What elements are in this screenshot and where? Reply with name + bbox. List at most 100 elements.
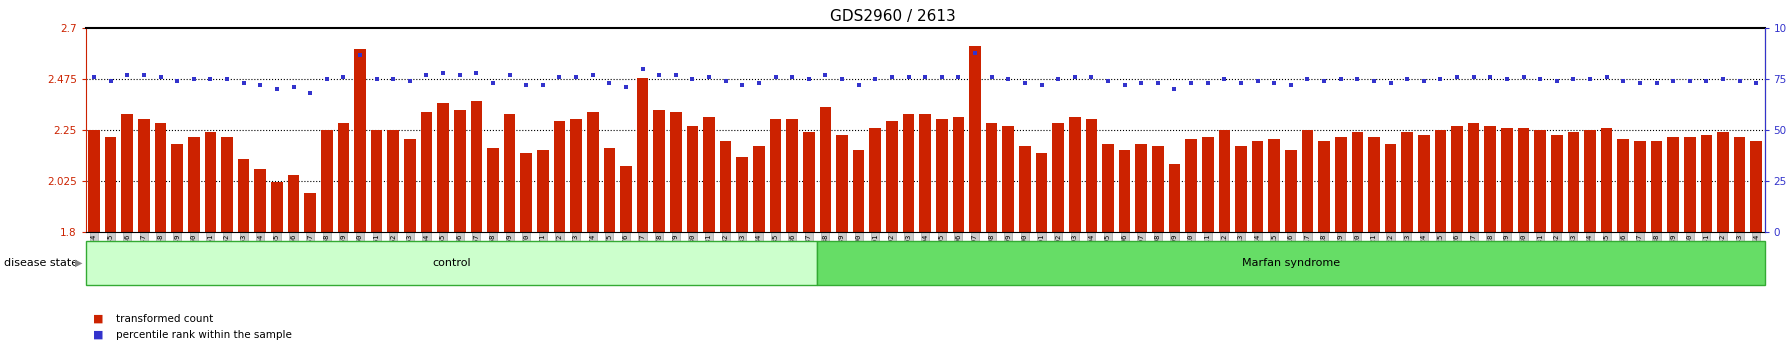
Bar [588, 112, 598, 232]
Bar [1452, 126, 1463, 232]
Text: disease state: disease state [4, 258, 79, 268]
Point [1359, 79, 1388, 84]
Point [1625, 80, 1654, 86]
Point [329, 74, 357, 80]
Point [213, 76, 241, 82]
Bar [488, 148, 498, 232]
Point [413, 72, 441, 78]
Bar [438, 103, 448, 232]
Bar [638, 78, 648, 232]
Point [1127, 80, 1156, 86]
Point [513, 82, 541, 88]
Point [313, 76, 341, 82]
Bar [1334, 137, 1347, 232]
Point [861, 76, 889, 82]
Point [595, 80, 623, 86]
Bar [354, 49, 366, 232]
Bar [952, 116, 964, 232]
Point [346, 52, 375, 58]
Bar [338, 123, 350, 232]
Point [1177, 80, 1206, 86]
Point [1011, 80, 1039, 86]
Bar [271, 182, 282, 232]
Bar [886, 121, 898, 232]
Point [96, 79, 125, 84]
Point [1543, 79, 1572, 84]
Bar [470, 101, 482, 232]
Bar [1402, 132, 1413, 232]
Bar [105, 137, 116, 232]
Bar [1252, 141, 1263, 232]
Point [895, 74, 923, 80]
Point [179, 76, 207, 82]
Point [229, 80, 257, 86]
Point [845, 82, 873, 88]
Text: percentile rank within the sample: percentile rank within the sample [116, 330, 291, 339]
Bar [188, 137, 200, 232]
Point [1409, 79, 1438, 84]
Point [1061, 74, 1089, 80]
Bar [704, 116, 714, 232]
Bar [504, 114, 516, 232]
Point [827, 76, 855, 82]
Point [961, 50, 989, 56]
Bar [570, 119, 582, 232]
Point [379, 76, 407, 82]
Point [645, 72, 673, 78]
Bar [870, 128, 880, 232]
Bar [520, 153, 532, 232]
Bar [1002, 126, 1014, 232]
Bar [1634, 141, 1645, 232]
Point [395, 79, 423, 84]
Point [1277, 82, 1306, 88]
Bar [1700, 135, 1713, 232]
Bar [670, 112, 682, 232]
Point [246, 82, 275, 88]
Bar [1584, 130, 1597, 232]
Text: transformed count: transformed count [116, 314, 213, 324]
Bar [1684, 137, 1695, 232]
Point [811, 72, 839, 78]
Point [146, 74, 175, 80]
Point [80, 74, 109, 80]
Point [1659, 79, 1688, 84]
Bar [155, 123, 166, 232]
Bar [736, 157, 748, 232]
Bar [171, 144, 182, 232]
Point [1143, 80, 1172, 86]
Point [529, 82, 557, 88]
Bar [970, 46, 981, 232]
Point [463, 70, 491, 76]
Point [1227, 80, 1256, 86]
Point [679, 76, 707, 82]
Bar [205, 132, 216, 232]
Point [1525, 76, 1554, 82]
Point [545, 74, 573, 80]
Point [113, 72, 141, 78]
Point [563, 74, 591, 80]
Bar [1368, 137, 1381, 232]
Point [479, 80, 507, 86]
Bar [1468, 123, 1479, 232]
Point [1443, 74, 1472, 80]
Point [1393, 76, 1422, 82]
Point [163, 79, 191, 84]
Bar [388, 130, 398, 232]
Bar [1302, 130, 1313, 232]
Point [1509, 74, 1538, 80]
Point [1609, 79, 1638, 84]
Point [429, 70, 457, 76]
Bar [554, 121, 566, 232]
Point [1293, 76, 1322, 82]
Point [1077, 74, 1106, 80]
Bar [1284, 150, 1297, 232]
Point [1377, 80, 1406, 86]
Bar [421, 112, 432, 232]
Bar [254, 169, 266, 232]
Point [995, 76, 1023, 82]
Point [611, 85, 639, 90]
Point [977, 74, 1006, 80]
Point [196, 76, 225, 82]
Point [363, 76, 391, 82]
Bar [1550, 135, 1563, 232]
